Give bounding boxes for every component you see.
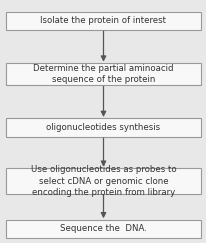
FancyBboxPatch shape <box>6 11 200 30</box>
FancyBboxPatch shape <box>6 63 200 85</box>
Text: Use oligonucleotides as probes to
select cDNA or genomic clone
encoding the prot: Use oligonucleotides as probes to select… <box>30 165 176 197</box>
FancyBboxPatch shape <box>6 220 200 238</box>
Text: Isolate the protein of interest: Isolate the protein of interest <box>40 16 166 25</box>
Text: oligonucleotides synthesis: oligonucleotides synthesis <box>46 123 160 132</box>
Text: Determine the partial aminoacid
sequence of the protein: Determine the partial aminoacid sequence… <box>33 64 173 84</box>
FancyBboxPatch shape <box>6 119 200 137</box>
FancyBboxPatch shape <box>6 168 200 194</box>
Text: Sequence the  DNA.: Sequence the DNA. <box>60 224 146 234</box>
